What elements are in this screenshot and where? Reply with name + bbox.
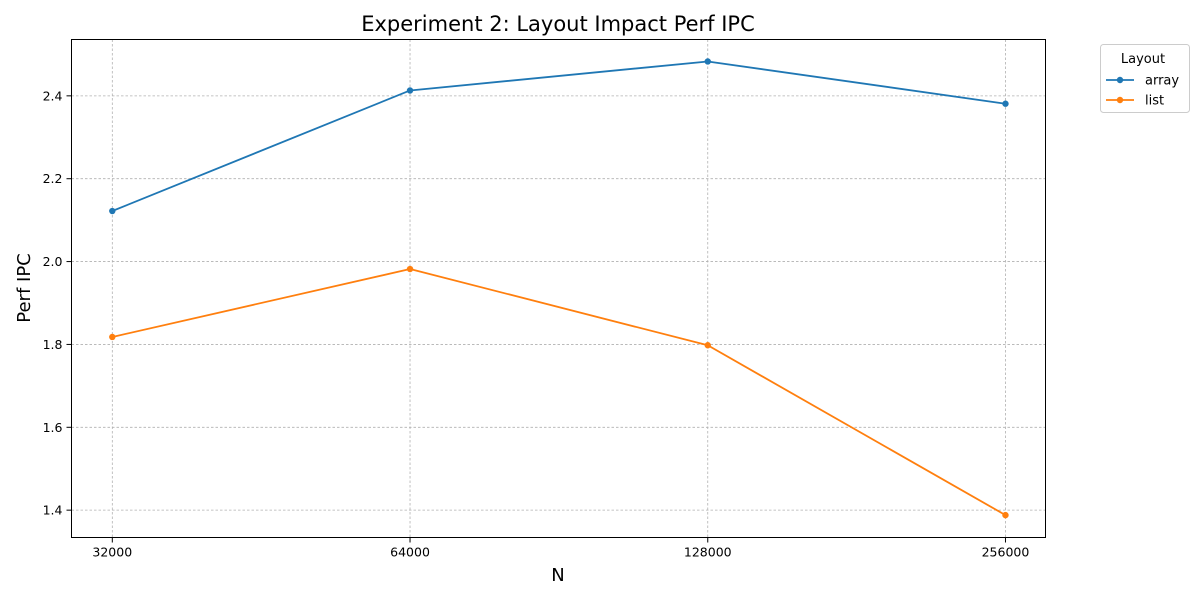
- legend-label-array: array: [1145, 74, 1179, 89]
- legend-label-list: list: [1145, 94, 1164, 109]
- x-tick-label: 256000: [982, 545, 1030, 560]
- x-tick-label: 64000: [390, 545, 430, 560]
- plot-area: [71, 39, 1046, 538]
- legend-box: [1100, 44, 1190, 113]
- data-point-list: [1002, 511, 1009, 519]
- x-axis: 32000 64000 128000 256000: [92, 537, 1030, 560]
- data-point-list: [109, 333, 116, 341]
- legend: Layout array list: [1100, 44, 1190, 113]
- series-line-list: [112, 268, 1006, 516]
- data-point-list: [406, 265, 414, 273]
- legend-marker-array: [1116, 76, 1124, 84]
- legend-marker-list: [1116, 96, 1124, 104]
- series-layer: [109, 58, 1009, 519]
- x-axis-title: N: [551, 565, 564, 586]
- y-tick-label: 1.4: [43, 503, 63, 518]
- data-point-array: [406, 87, 414, 94]
- plot-frame: [71, 39, 1046, 538]
- y-tick-label: 1.6: [43, 420, 63, 435]
- x-tick-label: 128000: [684, 545, 732, 560]
- gridlines: [71, 39, 1046, 538]
- data-point-array: [704, 58, 711, 65]
- data-point-list: [704, 342, 711, 349]
- y-axis: 1.4 1.6 1.8 2.0 2.2 2.4: [43, 88, 72, 518]
- x-tick-label: 32000: [92, 545, 132, 560]
- series-line-array: [111, 60, 1006, 212]
- legend-title: Layout: [1121, 52, 1165, 67]
- y-tick-label: 2.4: [43, 88, 63, 103]
- y-tick-label: 1.8: [43, 337, 63, 352]
- y-tick-label: 2.2: [43, 171, 63, 186]
- data-point-array: [109, 207, 116, 215]
- data-point-array: [1002, 100, 1009, 107]
- y-tick-label: 2.0: [43, 254, 63, 269]
- y-axis-title: Perf IPC: [14, 253, 35, 322]
- chart-title: Experiment 2: Layout Impact Perf IPC: [361, 12, 755, 36]
